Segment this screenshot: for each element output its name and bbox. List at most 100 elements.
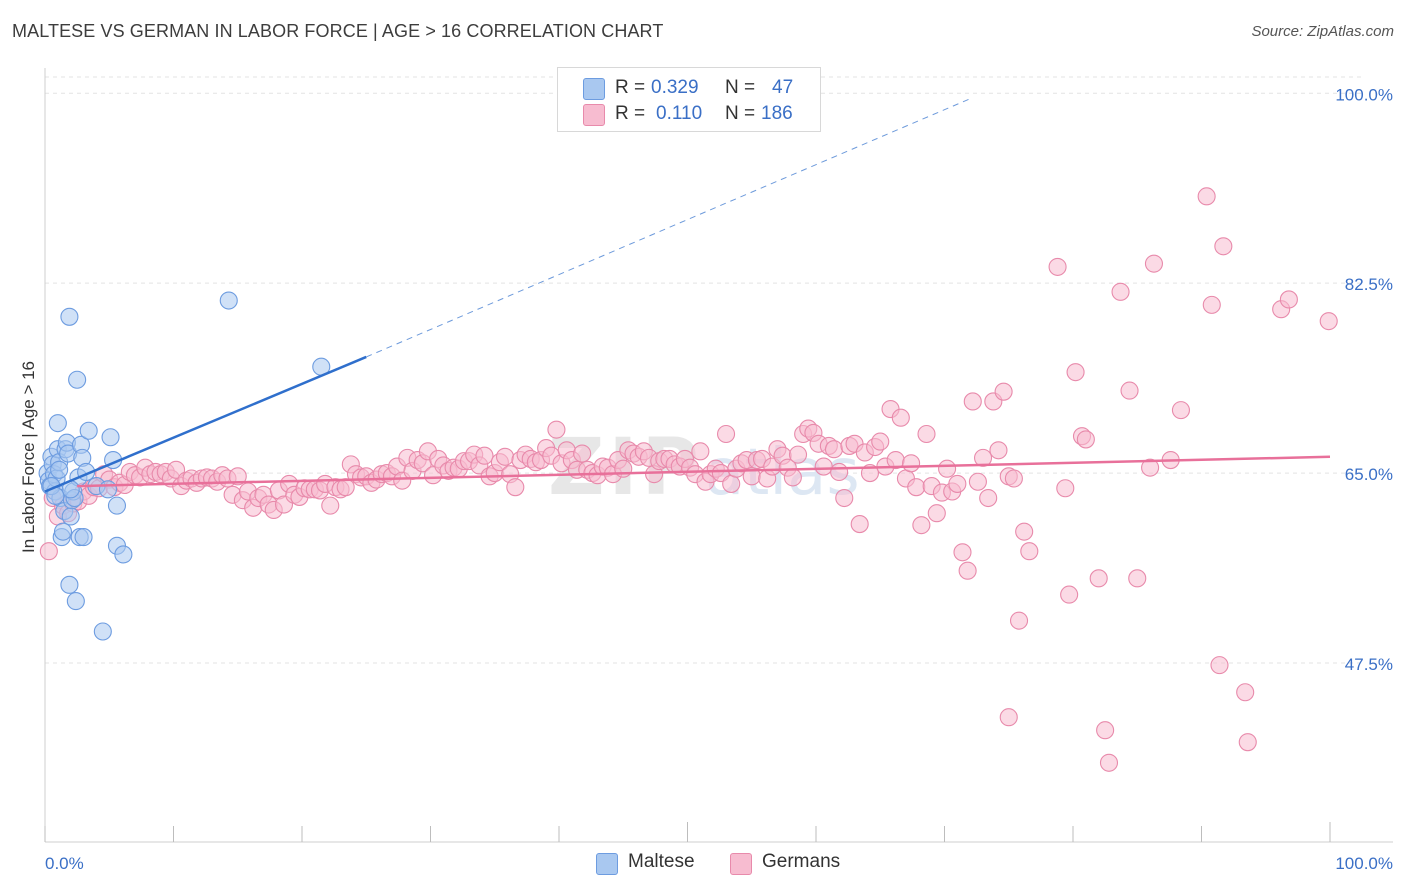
german-point [814, 457, 833, 476]
german-point [1089, 569, 1108, 588]
bottom-legend-swatch-germans [730, 853, 752, 875]
german-point [1279, 290, 1298, 309]
maltese-point [66, 592, 85, 611]
german-point [1096, 721, 1115, 740]
german-point [871, 432, 890, 451]
maltese-trend-line [44, 355, 367, 493]
german-point [968, 472, 987, 491]
german-point [1076, 430, 1095, 449]
maltese-point [219, 291, 238, 310]
german-point [506, 478, 525, 497]
legend-swatch-germans [583, 104, 605, 126]
maltese-point [74, 528, 93, 547]
german-point [1111, 282, 1130, 301]
axis-labels: 100.0% 82.5% 65.0% 47.5% 0.0% 100.0% In Labor … [19, 85, 1393, 873]
legend-n-value: 47 [772, 77, 794, 98]
maltese-point [107, 496, 127, 515]
trend-lines [44, 98, 1331, 493]
german-point [938, 459, 957, 478]
german-point [228, 467, 247, 486]
y-tick-label: 65.0% [1345, 465, 1393, 484]
y-tick-label: 100.0% [1335, 85, 1393, 104]
legend-r-value: 0.110 [656, 103, 703, 124]
german-point [1210, 656, 1229, 675]
gridlines [45, 76, 1365, 664]
german-point [1060, 585, 1079, 604]
x-tick-label: 100.0% [1335, 854, 1393, 873]
german-point [1171, 401, 1190, 420]
german-point [1056, 479, 1075, 498]
legend-n-label: N = [725, 77, 756, 98]
german-point [830, 462, 849, 482]
legend-r-value: 0.329 [651, 77, 699, 98]
maltese-point [114, 545, 133, 564]
legend-r-label: R = [615, 77, 646, 98]
legend-n-value: 186 [761, 103, 793, 124]
german-point [1319, 312, 1338, 331]
german-point [948, 474, 967, 493]
maltese-point [50, 460, 69, 479]
german-point [475, 446, 494, 465]
german-point [1066, 363, 1085, 382]
x-tick-label: 0.0% [45, 854, 84, 873]
german-point [1048, 257, 1067, 276]
maltese-point [60, 575, 79, 594]
chart-title: MALTESE VS GERMAN IN LABOR FORCE | AGE >… [12, 21, 664, 41]
german-point [788, 445, 808, 464]
german-point [573, 444, 592, 463]
legend-r-label: R = [615, 103, 646, 124]
german-point [979, 488, 998, 508]
german-point [989, 441, 1008, 460]
german-point [1128, 569, 1147, 588]
bottom-legend-swatch-maltese [596, 853, 618, 875]
german-point [1214, 237, 1233, 256]
german-point [994, 382, 1013, 401]
maltese-point [98, 480, 118, 499]
german-point [1236, 683, 1255, 702]
german-point [39, 542, 58, 561]
german-point [495, 447, 515, 466]
german-point [1197, 187, 1216, 206]
german-point [722, 474, 741, 493]
german-point [850, 515, 869, 534]
y-axis-title: In Labor Force | Age > 16 [19, 361, 38, 553]
german-point [958, 561, 977, 580]
german-point [999, 708, 1018, 727]
bottom-legend-label-germans: Germans [762, 851, 841, 872]
german-point [1015, 522, 1034, 541]
german-point [1020, 542, 1039, 561]
maltese-point [79, 421, 98, 440]
maltese-trend-extension [366, 98, 971, 358]
german-point [1120, 381, 1139, 400]
germans-series [39, 187, 1338, 772]
maltese-point [68, 370, 87, 389]
maltese-point [48, 414, 67, 433]
german-point [1141, 458, 1160, 477]
german-point [917, 424, 936, 444]
german-point [891, 408, 910, 427]
german-point [963, 392, 982, 411]
german-point [1099, 753, 1119, 772]
german-point [1202, 295, 1221, 314]
maltese-point [60, 307, 79, 326]
german-point [716, 424, 736, 444]
german-point [907, 478, 926, 497]
maltese-series [38, 291, 331, 641]
german-point [824, 440, 844, 459]
y-tick-label: 47.5% [1345, 655, 1393, 674]
maltese-point [93, 622, 112, 641]
german-point [691, 442, 710, 461]
german-point [835, 488, 854, 508]
german-trend-line [77, 455, 1331, 488]
german-point [902, 454, 921, 473]
german-point [912, 516, 931, 535]
maltese-point [61, 507, 80, 526]
y-tick-label: 82.5% [1345, 275, 1393, 294]
source-label: Source: ZipAtlas.com [1251, 23, 1394, 40]
maltese-point [101, 428, 120, 447]
german-point [1004, 469, 1023, 488]
german-point [1238, 733, 1257, 752]
bottom-legend-label-maltese: Maltese [628, 851, 695, 872]
maltese-point [53, 522, 73, 541]
